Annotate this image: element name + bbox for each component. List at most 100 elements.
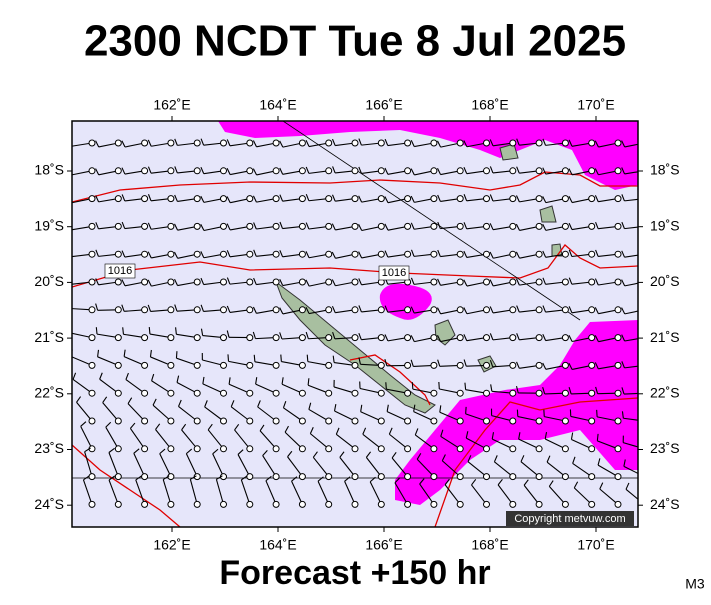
station xyxy=(299,418,305,424)
station xyxy=(89,223,95,229)
station xyxy=(352,307,358,313)
lat-label: 19˚S xyxy=(34,217,64,233)
station xyxy=(352,390,358,396)
station xyxy=(431,362,437,368)
station xyxy=(536,418,542,424)
station xyxy=(457,251,463,257)
barb-feather xyxy=(308,378,309,385)
station xyxy=(89,390,95,396)
station xyxy=(89,501,95,507)
station xyxy=(168,168,174,174)
station xyxy=(457,279,463,285)
station xyxy=(115,251,121,257)
station xyxy=(142,307,148,313)
station xyxy=(273,307,279,313)
lat-label: 23˚S xyxy=(34,440,64,456)
station xyxy=(247,196,253,202)
station xyxy=(326,501,332,507)
station xyxy=(299,223,305,229)
lat-label: 20˚S xyxy=(34,273,64,289)
station xyxy=(194,362,200,368)
station xyxy=(142,501,148,507)
lat-label: 18˚S xyxy=(34,162,64,178)
station xyxy=(89,196,95,202)
lon-label: 168˚E xyxy=(471,537,508,553)
station xyxy=(299,474,305,480)
barb-feather xyxy=(465,383,466,390)
station xyxy=(168,140,174,146)
station xyxy=(115,362,121,368)
station xyxy=(484,501,490,507)
station xyxy=(142,446,148,452)
barb-feather xyxy=(386,382,387,389)
station xyxy=(641,251,647,257)
station xyxy=(378,196,384,202)
station xyxy=(615,168,621,174)
station xyxy=(641,196,647,202)
station xyxy=(273,446,279,452)
station xyxy=(510,390,516,396)
station xyxy=(89,362,95,368)
station xyxy=(457,335,463,341)
station xyxy=(326,362,332,368)
barb-feather xyxy=(254,355,255,362)
station xyxy=(562,251,568,257)
lat-label: 19˚S xyxy=(650,217,680,233)
station xyxy=(273,279,279,285)
station xyxy=(247,474,253,480)
station xyxy=(299,168,305,174)
station xyxy=(431,279,437,285)
station xyxy=(536,446,542,452)
lon-label: 164˚E xyxy=(259,537,296,553)
station xyxy=(142,196,148,202)
station xyxy=(510,279,516,285)
station xyxy=(589,307,595,313)
station xyxy=(326,446,332,452)
station xyxy=(641,501,647,507)
station xyxy=(299,446,305,452)
station xyxy=(168,307,174,313)
station xyxy=(89,418,95,424)
station xyxy=(615,335,621,341)
station xyxy=(484,474,490,480)
station xyxy=(247,335,253,341)
station xyxy=(142,223,148,229)
station xyxy=(221,501,227,507)
station xyxy=(378,335,384,341)
station xyxy=(431,390,437,396)
station xyxy=(589,446,595,452)
station xyxy=(431,251,437,257)
station xyxy=(378,474,384,480)
station xyxy=(299,307,305,313)
station xyxy=(536,362,542,368)
station xyxy=(194,418,200,424)
station xyxy=(536,251,542,257)
lon-label: 166˚E xyxy=(365,537,402,553)
station xyxy=(299,362,305,368)
station xyxy=(510,446,516,452)
station xyxy=(431,446,437,452)
station xyxy=(589,335,595,341)
station xyxy=(247,251,253,257)
station xyxy=(431,418,437,424)
station xyxy=(273,390,279,396)
station xyxy=(273,168,279,174)
station xyxy=(405,335,411,341)
station xyxy=(405,501,411,507)
station xyxy=(247,223,253,229)
station xyxy=(168,446,174,452)
station xyxy=(378,168,384,174)
station xyxy=(115,446,121,452)
station xyxy=(247,140,253,146)
station xyxy=(89,335,95,341)
station xyxy=(536,307,542,313)
station xyxy=(589,279,595,285)
station xyxy=(299,279,305,285)
title: 2300 NCDT Tue 8 Jul 2025 xyxy=(84,17,626,66)
station xyxy=(194,140,200,146)
station xyxy=(562,279,568,285)
station xyxy=(457,501,463,507)
lat-label: 23˚S xyxy=(650,440,680,456)
station xyxy=(273,196,279,202)
